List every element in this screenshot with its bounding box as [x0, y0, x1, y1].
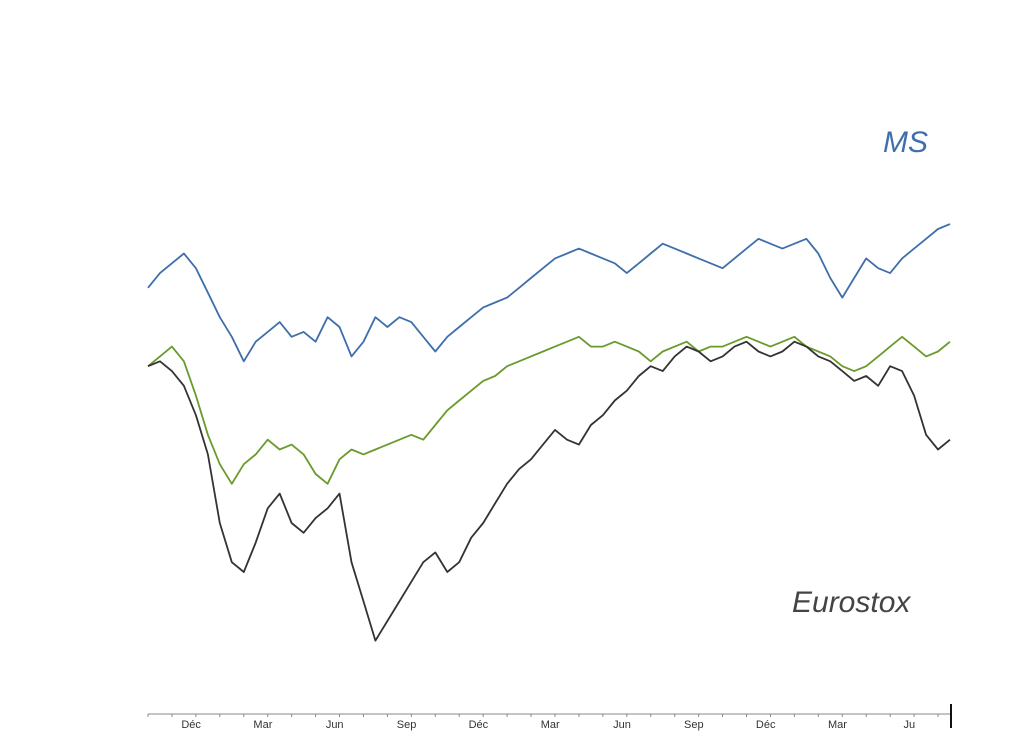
x-tick-label: Jun: [613, 719, 631, 731]
x-tick-label: Déc: [469, 719, 489, 731]
x-tick-label: Mar: [541, 719, 560, 731]
series-line-series-2: [147, 335, 951, 485]
series-layer: [147, 223, 951, 642]
series-line-msci: [147, 223, 951, 363]
x-axis-ticks: Déc Mar Jun Sep Déc Mar Jun Sep Déc Mar Ju: [147, 714, 939, 731]
x-tick-label: Sep: [684, 719, 704, 731]
x-tick-label: Mar: [253, 719, 272, 731]
series-line-eurostoxx: [147, 340, 951, 642]
series-labels: MS Eurostox: [792, 126, 928, 619]
x-tick-label: Ju: [903, 719, 915, 731]
series-label-msci: MS: [883, 126, 928, 159]
x-tick-label: Jun: [326, 719, 344, 731]
x-tick-label: Déc: [181, 719, 201, 731]
x-tick-label: Mar: [828, 719, 847, 731]
series-label-eurostoxx: Eurostox: [792, 586, 911, 619]
x-tick-label: Déc: [756, 719, 776, 731]
x-tick-label: Sep: [397, 719, 417, 731]
